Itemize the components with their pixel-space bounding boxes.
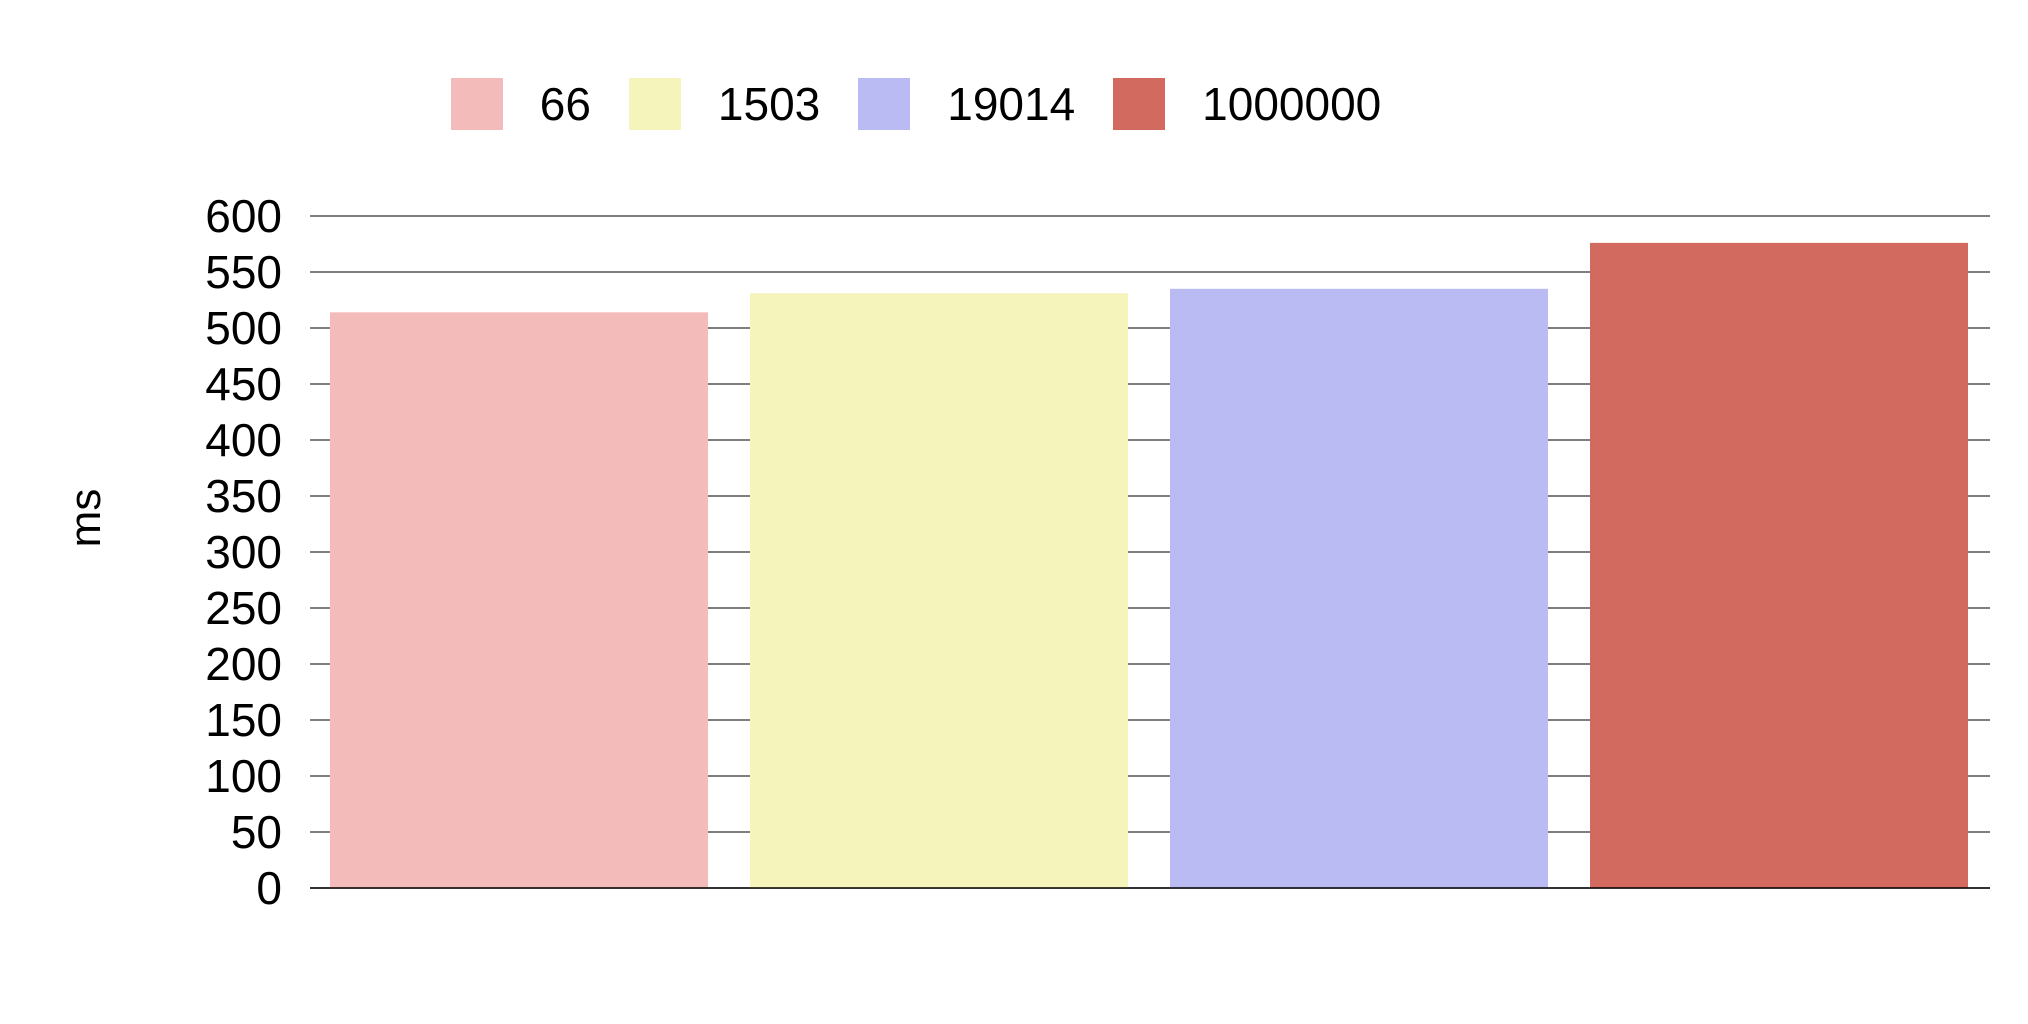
y-tick-label: 200 bbox=[205, 638, 282, 690]
y-tick-label: 150 bbox=[205, 694, 282, 746]
y-tick-label: 0 bbox=[256, 862, 282, 914]
y-tick-label: 550 bbox=[205, 246, 282, 298]
y-tick-label: 250 bbox=[205, 582, 282, 634]
y-tick-label: 450 bbox=[205, 358, 282, 410]
bar-66 bbox=[330, 312, 708, 888]
y-tick-label: 600 bbox=[205, 190, 282, 242]
y-tick-label: 400 bbox=[205, 414, 282, 466]
y-tick-label: 300 bbox=[205, 526, 282, 578]
y-tick-label: 500 bbox=[205, 302, 282, 354]
bar-1000000 bbox=[1590, 243, 1968, 888]
y-tick-label: 100 bbox=[205, 750, 282, 802]
y-tick-label: 350 bbox=[205, 470, 282, 522]
bar-1503 bbox=[750, 293, 1128, 888]
bars bbox=[330, 243, 1968, 888]
y-tick-label: 50 bbox=[231, 806, 282, 858]
bar-19014 bbox=[1170, 289, 1548, 888]
